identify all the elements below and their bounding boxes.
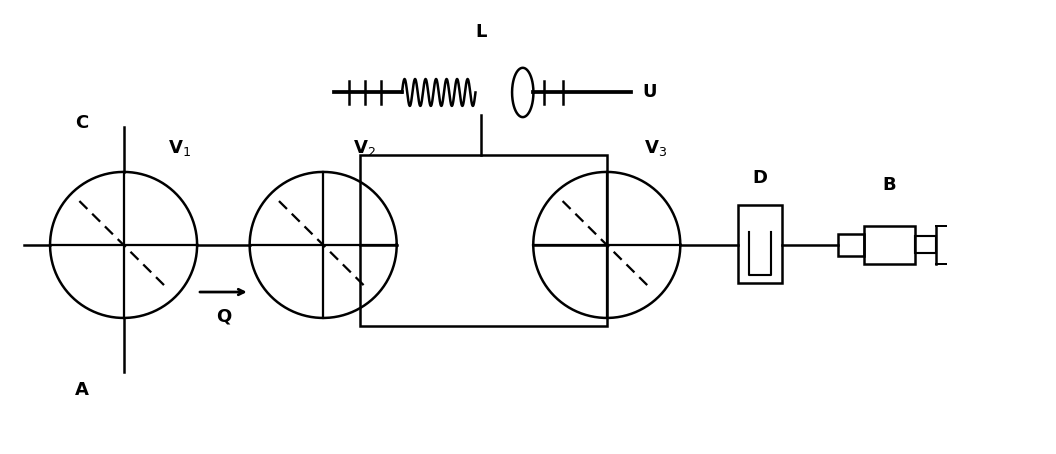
Text: Q: Q [215, 308, 231, 326]
Text: A: A [75, 381, 89, 399]
Text: V$_1$: V$_1$ [168, 138, 191, 158]
Text: V$_2$: V$_2$ [353, 138, 376, 158]
Text: L: L [475, 23, 487, 41]
Bar [864, 226, 914, 264]
Bar [914, 237, 936, 253]
Text: U: U [642, 84, 657, 101]
Bar [360, 155, 607, 326]
Text: C: C [75, 114, 89, 132]
Text: D: D [753, 168, 768, 187]
Bar [738, 205, 782, 283]
Bar [837, 234, 864, 256]
Text: B: B [883, 177, 897, 194]
Text: V$_3$: V$_3$ [643, 138, 666, 158]
